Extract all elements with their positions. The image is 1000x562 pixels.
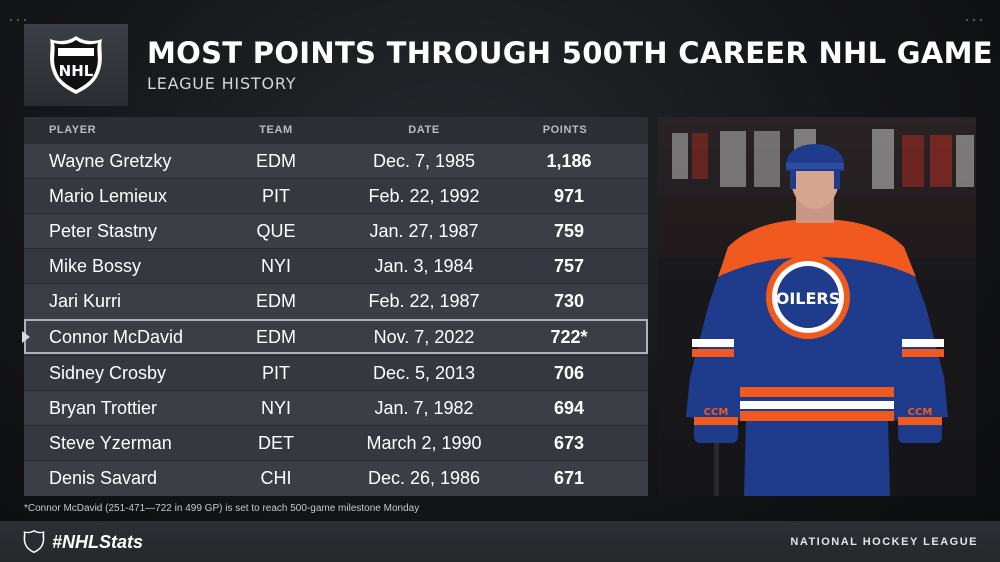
team-abbr: PIT — [261, 363, 290, 383]
left-glove-text: CCM — [704, 407, 729, 418]
table-row: Jari Kurri EDM Feb. 22, 1987 730 — [24, 283, 648, 318]
player-name: Connor McDavid — [49, 327, 184, 347]
player-name: Mike Bossy — [49, 256, 142, 276]
captain-letter: C — [852, 236, 867, 260]
player-name: Sidney Crosby — [49, 363, 167, 383]
game-date: Dec. 5, 2013 — [372, 363, 476, 383]
table-row: Wayne Gretzky EDM Dec. 7, 1985 1,186 — [24, 143, 648, 178]
page-title: MOST POINTS THROUGH 500TH CAREER NHL GAM… — [147, 36, 993, 70]
team-abbr: EDM — [256, 327, 296, 347]
team-abbr: PIT — [261, 186, 290, 206]
table-header: PLAYER TEAM DATE POINTS — [24, 117, 648, 143]
player-photo: OILERS C CCM CCM — [658, 117, 976, 496]
footnote: *Connor McDavid (251-471—722 in 499 GP) … — [24, 503, 420, 514]
points-value: 730 — [553, 291, 585, 311]
corner-dots-left — [10, 8, 34, 21]
game-date: Nov. 7, 2022 — [373, 327, 475, 347]
points-value: 971 — [553, 186, 585, 206]
nhl-shield-small-icon — [23, 529, 45, 554]
player-name: Mario Lemieux — [49, 186, 168, 206]
points-value: 757 — [553, 256, 585, 276]
game-date: March 2, 1990 — [366, 433, 482, 453]
points-value: 706 — [553, 363, 585, 383]
points-value: 759 — [553, 221, 585, 241]
corner-dots-right — [966, 8, 990, 21]
points-value: 673 — [553, 433, 585, 453]
game-date: Feb. 22, 1987 — [368, 291, 480, 311]
right-glove-text: CCM — [908, 407, 933, 418]
jersey-logo-text: OILERS — [776, 289, 841, 308]
player-name: Jari Kurri — [49, 291, 122, 311]
column-header-team: TEAM — [259, 124, 293, 136]
team-abbr: CHI — [260, 468, 292, 488]
footer-bar: #NHLStats NATIONAL HOCKEY LEAGUE — [0, 521, 1000, 562]
team-abbr: EDM — [256, 291, 296, 311]
nhl-logo-text: NHL — [59, 62, 94, 80]
table-row: Mike Bossy NYI Jan. 3, 1984 757 — [24, 248, 648, 283]
column-header-player: PLAYER — [49, 124, 97, 136]
player-name: Wayne Gretzky — [49, 151, 172, 171]
player-name: Steve Yzerman — [49, 433, 172, 453]
points-value: 694 — [553, 398, 585, 418]
nhl-shield-icon: NHL — [50, 36, 102, 94]
table-row: Peter Stastny QUE Jan. 27, 1987 759 — [24, 213, 648, 248]
hashtag-label: #NHLStats — [52, 532, 144, 552]
game-date: Jan. 7, 1982 — [374, 398, 474, 418]
team-abbr: NYI — [260, 398, 291, 418]
points-value: 722* — [550, 327, 588, 347]
table-row: Mario Lemieux PIT Feb. 22, 1992 971 — [24, 178, 648, 213]
player-name: Bryan Trottier — [49, 398, 158, 418]
game-date: Jan. 27, 1987 — [369, 221, 479, 241]
column-header-points: POINTS — [542, 124, 588, 136]
game-date: Dec. 26, 1986 — [367, 468, 481, 488]
page-subtitle: LEAGUE HISTORY — [147, 74, 297, 93]
team-abbr: DET — [258, 433, 294, 453]
points-table: PLAYER TEAM DATE POINTS Wayne Gretzky ED… — [22, 117, 648, 496]
player-illustration: OILERS C CCM CCM — [658, 129, 976, 496]
team-abbr: EDM — [256, 151, 296, 171]
column-header-date: DATE — [408, 124, 440, 136]
row-marker-icon — [22, 331, 30, 343]
table-row: Sidney Crosby PIT Dec. 5, 2013 706 — [24, 355, 648, 390]
table-row-highlighted: Connor McDavid EDM Nov. 7, 2022 722* — [22, 319, 648, 354]
nhl-logo-box: NHL — [24, 24, 128, 106]
team-abbr: NYI — [260, 256, 291, 276]
table-row: Steve Yzerman DET March 2, 1990 673 — [24, 425, 648, 460]
player-name: Denis Savard — [49, 468, 158, 488]
table-row: Bryan Trottier NYI Jan. 7, 1982 694 — [24, 390, 648, 425]
table-row: Denis Savard CHI Dec. 26, 1986 671 — [24, 460, 648, 495]
player-name: Peter Stastny — [49, 221, 158, 241]
game-date: Feb. 22, 1992 — [368, 186, 480, 206]
game-date: Dec. 7, 1985 — [372, 151, 476, 171]
points-value: 1,186 — [546, 151, 592, 171]
points-value: 671 — [553, 468, 585, 488]
league-label: NATIONAL HOCKEY LEAGUE — [790, 536, 978, 548]
game-date: Jan. 3, 1984 — [374, 256, 474, 276]
team-abbr: QUE — [256, 221, 296, 241]
